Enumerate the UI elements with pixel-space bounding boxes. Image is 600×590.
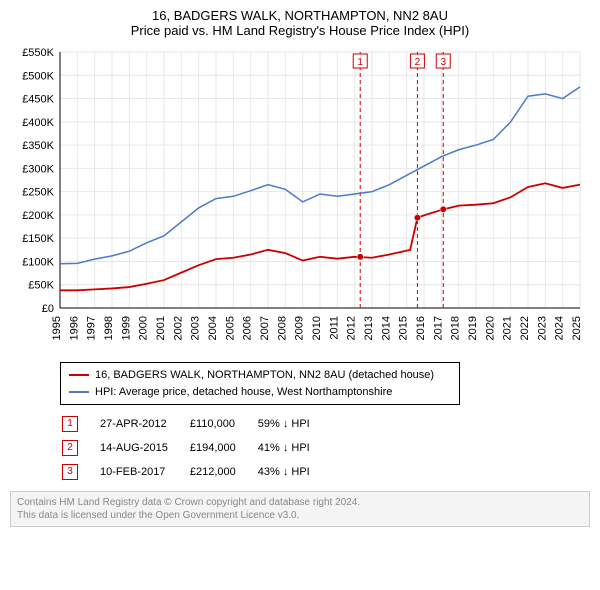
event-price: £110,000 xyxy=(190,413,256,435)
svg-text:1999: 1999 xyxy=(120,316,132,340)
legend-item: 16, BADGERS WALK, NORTHAMPTON, NN2 8AU (… xyxy=(69,367,451,384)
svg-text:3: 3 xyxy=(440,57,446,68)
svg-text:2017: 2017 xyxy=(432,316,444,340)
chart-title-address: 16, BADGERS WALK, NORTHAMPTON, NN2 8AU xyxy=(10,8,590,23)
svg-text:£400K: £400K xyxy=(22,117,54,129)
svg-text:2025: 2025 xyxy=(571,316,583,340)
svg-text:2008: 2008 xyxy=(276,316,288,340)
svg-text:2009: 2009 xyxy=(294,316,306,340)
svg-text:£150K: £150K xyxy=(22,233,54,245)
svg-text:2020: 2020 xyxy=(484,316,496,340)
footer-line-2: This data is licensed under the Open Gov… xyxy=(17,509,583,522)
legend-swatch xyxy=(69,374,89,376)
event-date: 27-APR-2012 xyxy=(100,413,188,435)
svg-text:2002: 2002 xyxy=(172,316,184,340)
svg-text:£250K: £250K xyxy=(22,187,54,199)
legend-label: HPI: Average price, detached house, West… xyxy=(95,384,392,401)
svg-text:2000: 2000 xyxy=(138,316,150,340)
event-marker: 1 xyxy=(62,416,78,432)
svg-text:£550K: £550K xyxy=(22,47,54,59)
event-marker: 3 xyxy=(62,464,78,480)
legend-item: HPI: Average price, detached house, West… xyxy=(69,384,451,401)
event-delta: 43% ↓ HPI xyxy=(258,461,330,483)
svg-text:2003: 2003 xyxy=(190,316,202,340)
svg-text:2004: 2004 xyxy=(207,316,219,340)
svg-text:1998: 1998 xyxy=(103,316,115,340)
legend-swatch xyxy=(69,391,89,393)
svg-text:2011: 2011 xyxy=(328,316,340,340)
event-row: 3 10-FEB-2017£212,00043% ↓ HPI xyxy=(62,461,330,483)
event-date: 10-FEB-2017 xyxy=(100,461,188,483)
svg-text:£100K: £100K xyxy=(22,256,54,268)
svg-text:2010: 2010 xyxy=(311,316,323,340)
svg-text:2015: 2015 xyxy=(398,316,410,340)
events-table: 1 27-APR-2012£110,00059% ↓ HPI 2 14-AUG-201… xyxy=(60,411,332,485)
svg-text:£450K: £450K xyxy=(22,94,54,106)
svg-text:1995: 1995 xyxy=(51,316,63,340)
svg-text:2007: 2007 xyxy=(259,316,271,340)
event-price: £212,000 xyxy=(190,461,256,483)
svg-text:2012: 2012 xyxy=(346,316,358,340)
svg-text:2024: 2024 xyxy=(554,316,566,340)
legend-label: 16, BADGERS WALK, NORTHAMPTON, NN2 8AU (… xyxy=(95,367,434,384)
svg-text:2023: 2023 xyxy=(536,316,548,340)
svg-text:2014: 2014 xyxy=(380,316,392,340)
svg-text:2005: 2005 xyxy=(224,316,236,340)
svg-text:2006: 2006 xyxy=(242,316,254,340)
chart-title-subtitle: Price paid vs. HM Land Registry's House … xyxy=(10,23,590,38)
svg-text:2013: 2013 xyxy=(363,316,375,340)
event-date: 14-AUG-2015 xyxy=(100,437,188,459)
svg-text:2018: 2018 xyxy=(450,316,462,340)
svg-text:2019: 2019 xyxy=(467,316,479,340)
svg-text:£350K: £350K xyxy=(22,140,54,152)
svg-text:2001: 2001 xyxy=(155,316,167,340)
event-delta: 41% ↓ HPI xyxy=(258,437,330,459)
event-delta: 59% ↓ HPI xyxy=(258,413,330,435)
event-row: 1 27-APR-2012£110,00059% ↓ HPI xyxy=(62,413,330,435)
svg-text:2021: 2021 xyxy=(502,316,514,340)
svg-text:£500K: £500K xyxy=(22,70,54,82)
legend-box: 16, BADGERS WALK, NORTHAMPTON, NN2 8AU (… xyxy=(60,362,460,405)
svg-text:£300K: £300K xyxy=(22,163,54,175)
chart-area: £0 £50K £100K £150K £200K £250K £300K £350K £400… xyxy=(10,44,590,354)
svg-text:1996: 1996 xyxy=(68,316,80,340)
event-row: 2 14-AUG-2015£194,00041% ↓ HPI xyxy=(62,437,330,459)
footer-line-1: Contains HM Land Registry data © Crown c… xyxy=(17,496,583,509)
svg-text:2022: 2022 xyxy=(519,316,531,340)
chart-title-block: 16, BADGERS WALK, NORTHAMPTON, NN2 8AU P… xyxy=(10,8,590,38)
svg-text:2: 2 xyxy=(415,57,421,68)
svg-text:£0: £0 xyxy=(42,303,54,315)
event-price: £194,000 xyxy=(190,437,256,459)
footer-licence-box: Contains HM Land Registry data © Crown c… xyxy=(10,491,590,527)
line-chart: £0 £50K £100K £150K £200K £250K £300K £350K £400… xyxy=(10,44,590,354)
svg-text:1997: 1997 xyxy=(86,316,98,340)
event-marker: 2 xyxy=(62,440,78,456)
svg-text:£50K: £50K xyxy=(28,280,54,292)
svg-text:£200K: £200K xyxy=(22,210,54,222)
svg-text:1: 1 xyxy=(357,57,363,68)
svg-text:2016: 2016 xyxy=(415,316,427,340)
